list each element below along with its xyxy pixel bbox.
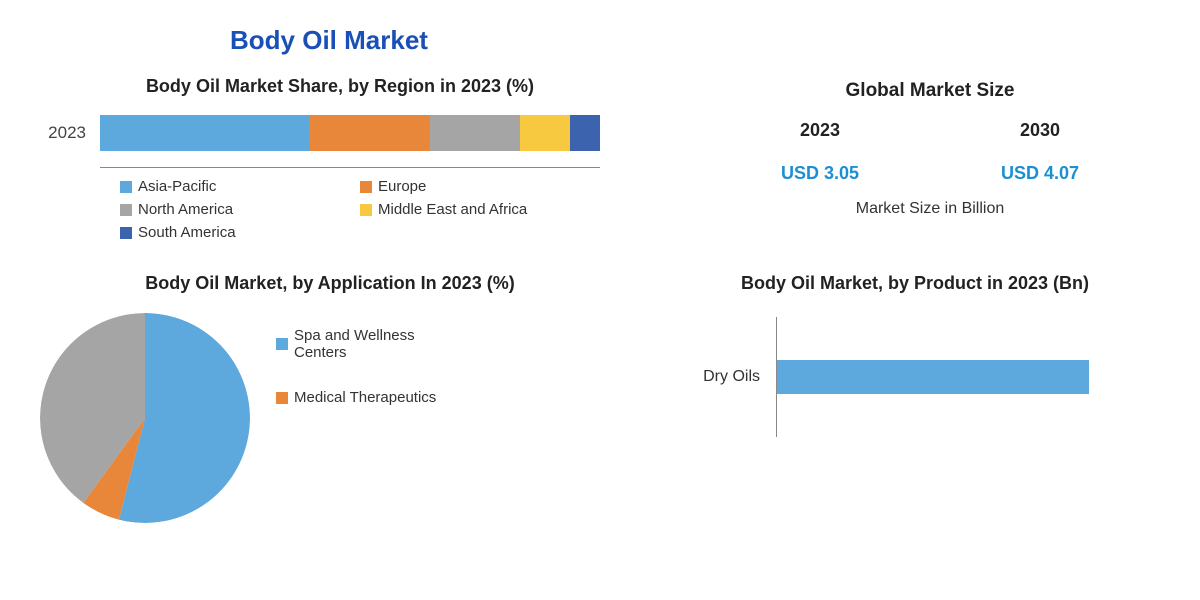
gms-year-1-value: USD 4.07 bbox=[1001, 163, 1079, 184]
product-chart-body: Dry Oils bbox=[680, 317, 1170, 437]
region-legend: Asia-Pacific Europe North America Middle Ea… bbox=[120, 178, 590, 241]
region-seg-3 bbox=[520, 115, 570, 151]
app-legend-item-0: Spa and Wellness Centers bbox=[276, 327, 464, 361]
region-legend-swatch-0 bbox=[120, 181, 132, 193]
region-legend-swatch-2 bbox=[120, 204, 132, 216]
gms-years-row: 2023 USD 3.05 2030 USD 4.07 bbox=[710, 120, 1150, 184]
region-legend-swatch-1 bbox=[360, 181, 372, 193]
app-legend-item-1: Medical Therapeutics bbox=[276, 389, 464, 406]
gms-year-0: 2023 USD 3.05 bbox=[781, 120, 859, 184]
pie-svg bbox=[40, 313, 250, 523]
region-axis-label: 2023 bbox=[30, 123, 86, 143]
region-seg-1 bbox=[310, 115, 430, 151]
gms-year-0-value: USD 3.05 bbox=[781, 163, 859, 184]
application-pie bbox=[40, 313, 250, 523]
app-legend-label-1: Medical Therapeutics bbox=[294, 389, 436, 406]
application-legend: Spa and Wellness Centers Medical Therapeu… bbox=[276, 327, 464, 406]
region-x-axis bbox=[100, 167, 600, 168]
product-bar-area bbox=[776, 317, 1156, 437]
gms-year-1: 2030 USD 4.07 bbox=[1001, 120, 1079, 184]
gms-note: Market Size in Billion bbox=[690, 200, 1170, 218]
application-chart: Body Oil Market, by Application In 2023 … bbox=[30, 271, 630, 523]
bottom-row: Body Oil Market, by Application In 2023 … bbox=[30, 271, 1170, 523]
region-seg-4 bbox=[570, 115, 600, 151]
region-legend-swatch-3 bbox=[360, 204, 372, 216]
region-seg-0 bbox=[100, 115, 310, 151]
application-chart-title: Body Oil Market, by Application In 2023 … bbox=[115, 271, 545, 295]
product-chart-title: Body Oil Market, by Product in 2023 (Bn) bbox=[660, 271, 1170, 295]
region-legend-label-4: South America bbox=[138, 224, 236, 241]
gms-year-1-label: 2030 bbox=[1001, 120, 1079, 141]
region-legend-item-1: Europe bbox=[360, 178, 560, 195]
region-legend-label-0: Asia-Pacific bbox=[138, 178, 216, 195]
page-title: Body Oil Market bbox=[230, 25, 1170, 56]
application-chart-body: Spa and Wellness Centers Medical Therapeu… bbox=[30, 313, 630, 523]
product-chart: Body Oil Market, by Product in 2023 (Bn)… bbox=[660, 271, 1170, 523]
gms-year-0-label: 2023 bbox=[781, 120, 859, 141]
global-market-size: Global Market Size 2023 USD 3.05 2030 US… bbox=[690, 76, 1170, 241]
region-legend-label-1: Europe bbox=[378, 178, 426, 195]
region-stacked-bar bbox=[100, 115, 600, 151]
region-legend-item-3: Middle East and Africa bbox=[360, 201, 560, 218]
region-chart-title: Body Oil Market Share, by Region in 2023… bbox=[30, 76, 650, 97]
region-legend-label-3: Middle East and Africa bbox=[378, 201, 527, 218]
app-legend-swatch-1 bbox=[276, 392, 288, 404]
region-legend-swatch-4 bbox=[120, 227, 132, 239]
region-legend-label-2: North America bbox=[138, 201, 233, 218]
region-stacked-bar-row: 2023 bbox=[30, 115, 650, 151]
app-legend-swatch-0 bbox=[276, 338, 288, 350]
app-legend-label-0: Spa and Wellness Centers bbox=[294, 327, 464, 361]
region-legend-item-0: Asia-Pacific bbox=[120, 178, 320, 195]
region-legend-item-2: North America bbox=[120, 201, 320, 218]
product-bar-0-label: Dry Oils bbox=[680, 368, 760, 386]
region-legend-item-4: South America bbox=[120, 224, 320, 241]
top-row: Body Oil Market Share, by Region in 2023… bbox=[30, 76, 1170, 241]
region-seg-2 bbox=[430, 115, 520, 151]
gms-title: Global Market Size bbox=[690, 80, 1170, 102]
region-chart: Body Oil Market Share, by Region in 2023… bbox=[30, 76, 650, 241]
product-bar-0 bbox=[777, 360, 1089, 394]
